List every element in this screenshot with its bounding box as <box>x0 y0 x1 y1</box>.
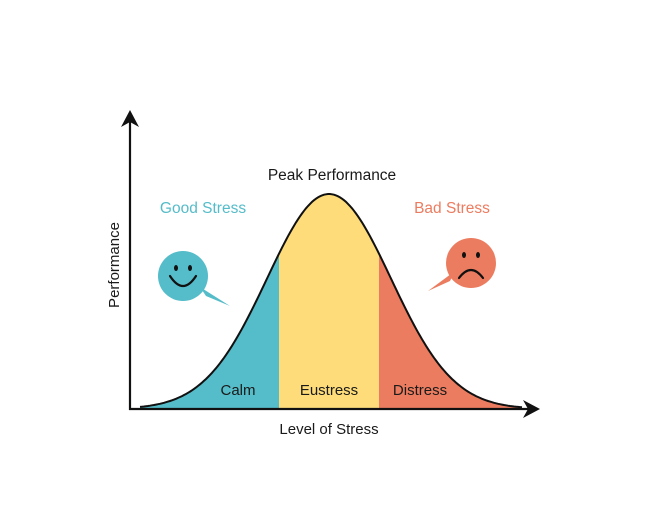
happy-face-speech-bubble-icon <box>158 251 230 306</box>
bad-stress-label: Bad Stress <box>414 200 490 217</box>
speech-bubble-tail <box>200 287 230 306</box>
y-axis-arrow-icon <box>121 110 139 127</box>
sad-face-right-eye <box>476 252 480 258</box>
good-stress-label: Good Stress <box>160 200 246 217</box>
axes <box>121 110 540 418</box>
speech-bubble-tail-sad <box>428 271 455 291</box>
zone-label-calm: Calm <box>220 382 255 399</box>
happy-face-circle <box>158 251 208 301</box>
happy-face-right-eye <box>188 265 192 271</box>
bell-curve <box>139 193 523 409</box>
sad-face-left-eye <box>462 252 466 258</box>
happy-face-left-eye <box>174 265 178 271</box>
x-axis-arrow-icon <box>523 400 540 418</box>
sad-face-speech-bubble-icon <box>428 238 496 291</box>
sad-face-frown <box>457 268 485 280</box>
sad-face-circle <box>446 238 496 288</box>
peak-performance-label: Peak Performance <box>268 167 396 184</box>
y-axis-label: Performance <box>106 222 123 308</box>
x-axis-label: Level of Stress <box>279 421 378 438</box>
zone-label-eustress: Eustress <box>300 382 358 399</box>
happy-face-smile <box>168 274 198 288</box>
eustress-zone-fill <box>279 194 379 409</box>
zone-label-distress: Distress <box>393 382 447 399</box>
